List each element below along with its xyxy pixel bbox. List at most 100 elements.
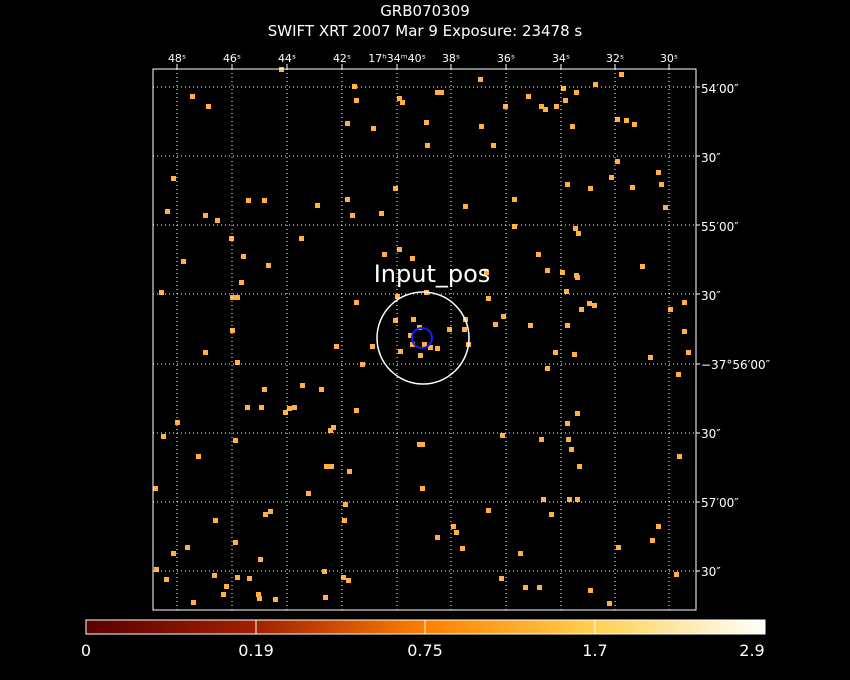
- photon-event: [354, 408, 359, 413]
- photon-event: [486, 508, 491, 513]
- photon-event: [676, 372, 681, 377]
- ra-label: 30ˢ: [660, 52, 678, 65]
- photon-event: [592, 303, 597, 308]
- photon-event: [566, 437, 571, 442]
- dec-label: 57′00″: [701, 496, 739, 510]
- ra-label: 46ˢ: [223, 52, 241, 65]
- photon-event: [233, 540, 238, 545]
- dec-label: 54′00″: [701, 82, 739, 96]
- photon-event: [579, 307, 584, 312]
- photon-event: [315, 203, 320, 208]
- photon-event: [463, 204, 468, 209]
- photon-event: [528, 323, 533, 328]
- photon-event: [196, 454, 201, 459]
- photon-event: [420, 486, 425, 491]
- dec-label: −37°56′00″: [701, 358, 771, 372]
- photon-event: [674, 572, 679, 577]
- photon-event: [503, 104, 508, 109]
- error-circle: [411, 327, 433, 349]
- photon-event: [512, 197, 517, 202]
- colorbar-label: 2.9: [739, 641, 764, 660]
- photon-event: [486, 296, 491, 301]
- photon-event: [371, 126, 376, 131]
- photon-event: [663, 205, 668, 210]
- photon-event: [545, 268, 550, 273]
- photon-event: [233, 438, 238, 443]
- photon-event: [224, 584, 229, 589]
- ra-label: 42ˢ: [333, 52, 351, 65]
- photon-event: [565, 323, 570, 328]
- photon-event: [512, 224, 517, 229]
- photon-event: [395, 294, 400, 299]
- photon-event: [221, 592, 226, 597]
- photon-event: [257, 596, 262, 601]
- photon-event: [229, 236, 234, 241]
- photon-event: [273, 597, 278, 602]
- photon-event: [575, 275, 580, 280]
- photon-event: [659, 182, 664, 187]
- photon-event: [417, 442, 422, 447]
- photon-event: [560, 270, 565, 275]
- source-region-circle[interactable]: [376, 291, 470, 385]
- photon-event: [334, 344, 339, 349]
- photon-event: [451, 524, 456, 529]
- photon-event: [543, 107, 548, 112]
- photon-event: [185, 545, 190, 550]
- photon-event: [424, 120, 429, 125]
- photon-event: [360, 362, 365, 367]
- colorbar-label: 0: [81, 641, 91, 660]
- photon-event: [588, 588, 593, 593]
- photon-event: [292, 405, 297, 410]
- photon-event: [154, 567, 159, 572]
- photon-event: [235, 360, 240, 365]
- photon-event: [287, 406, 292, 411]
- photon-event: [329, 464, 334, 469]
- photon-event: [164, 577, 169, 582]
- photon-event: [686, 350, 691, 355]
- photon-event: [619, 72, 624, 77]
- ra-label: 48ˢ: [168, 52, 186, 65]
- photon-event: [462, 327, 467, 332]
- photon-event: [650, 538, 655, 543]
- photon-event: [393, 318, 398, 323]
- ra-label: 36ˢ: [497, 52, 515, 65]
- photon-event: [616, 545, 621, 550]
- photon-event: [161, 434, 166, 439]
- dec-label: 30″: [701, 151, 721, 165]
- photon-event: [181, 259, 186, 264]
- photon-event: [259, 405, 264, 410]
- photon-event: [435, 346, 440, 351]
- photon-event: [420, 442, 425, 447]
- photon-event: [165, 209, 170, 214]
- photon-event: [352, 84, 357, 89]
- photon-event: [526, 94, 531, 99]
- region-label: Input_pos: [374, 260, 491, 288]
- photon-event: [323, 595, 328, 600]
- photon-event: [564, 289, 569, 294]
- photon-event: [331, 425, 336, 430]
- photon-event: [393, 186, 398, 191]
- photon-event: [379, 211, 384, 216]
- photon-event: [575, 411, 580, 416]
- photon-event: [175, 420, 180, 425]
- photon-event: [478, 77, 483, 82]
- photon-event: [435, 535, 440, 540]
- photon-event: [410, 256, 415, 261]
- photon-event: [574, 90, 579, 95]
- photon-event: [256, 592, 261, 597]
- photon-event: [262, 198, 267, 203]
- photon-event: [549, 512, 554, 517]
- photon-event: [354, 98, 359, 103]
- photon-event: [422, 342, 427, 347]
- colorbar-label: 0.75: [407, 641, 443, 660]
- photon-event: [171, 551, 176, 556]
- photon-event: [215, 218, 220, 223]
- photon-event: [246, 198, 251, 203]
- photon-event: [569, 447, 574, 452]
- photon-event: [343, 502, 348, 507]
- photon-event: [203, 350, 208, 355]
- photon-event: [567, 497, 572, 502]
- photon-event: [609, 175, 614, 180]
- coordinate-grid: [153, 64, 700, 610]
